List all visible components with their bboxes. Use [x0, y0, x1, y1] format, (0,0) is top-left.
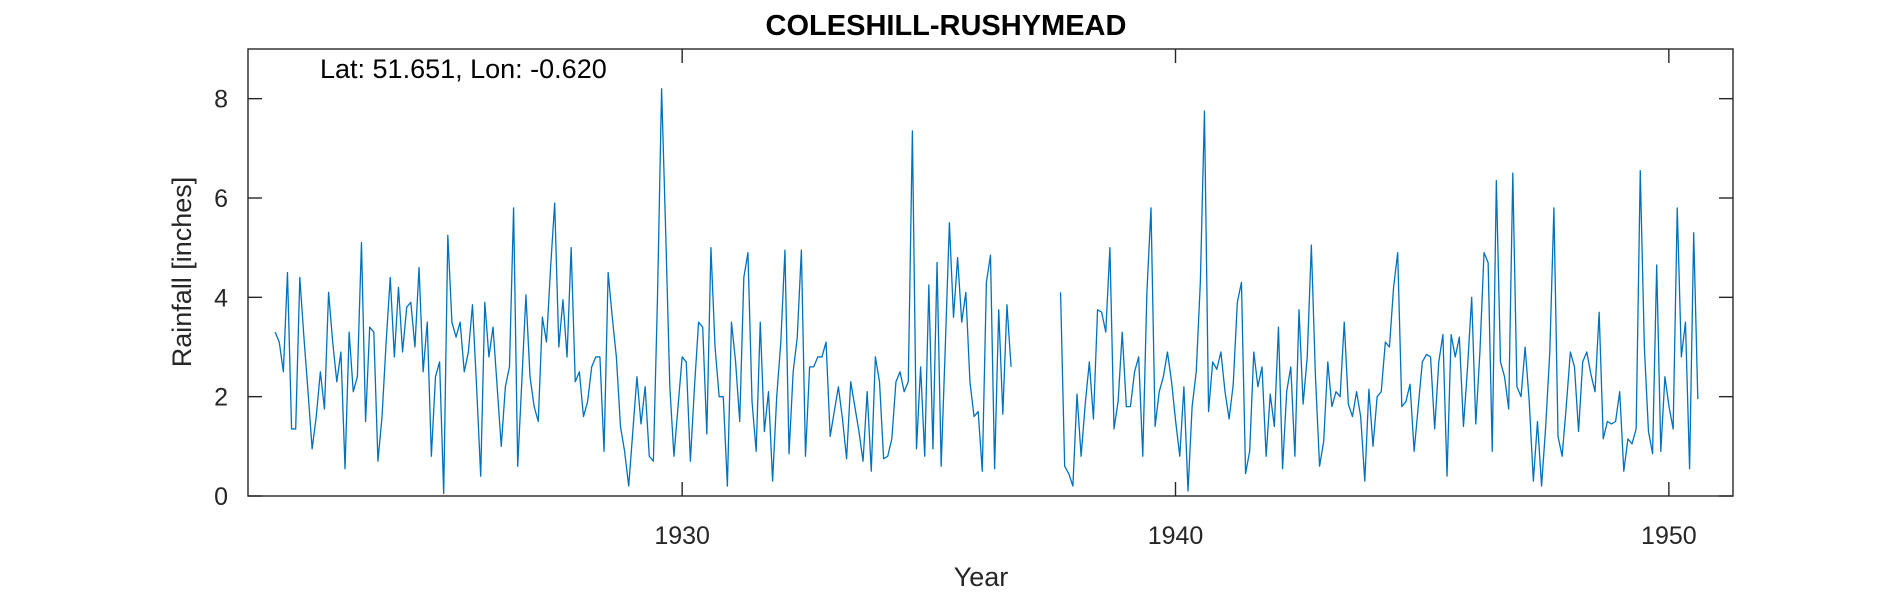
y-tick-label: 2 [214, 384, 228, 412]
axis-ticks: 1930 1940 1950 0 2 4 6 8 [214, 49, 1733, 550]
x-tick-label: 1940 [1148, 522, 1204, 550]
y-tick-label: 0 [214, 483, 228, 511]
y-tick-label: 6 [214, 185, 228, 213]
chart-title: COLESHILL-RUSHYMEAD [766, 10, 1127, 42]
y-axis-label: Rainfall [inches] [167, 177, 197, 368]
rainfall-series-line-2 [1059, 110, 1699, 492]
rainfall-series-line-1 [274, 88, 1012, 495]
y-tick-label: 8 [214, 86, 228, 114]
x-tick-label: 1930 [654, 522, 710, 550]
x-axis-label: Year [954, 562, 1009, 591]
series-group [274, 88, 1699, 495]
location-annotation: Lat: 51.651, Lon: -0.620 [320, 54, 607, 84]
x-tick-label: 1950 [1641, 522, 1697, 550]
plot-box [247, 48, 1734, 497]
y-tick-label: 4 [214, 284, 228, 312]
